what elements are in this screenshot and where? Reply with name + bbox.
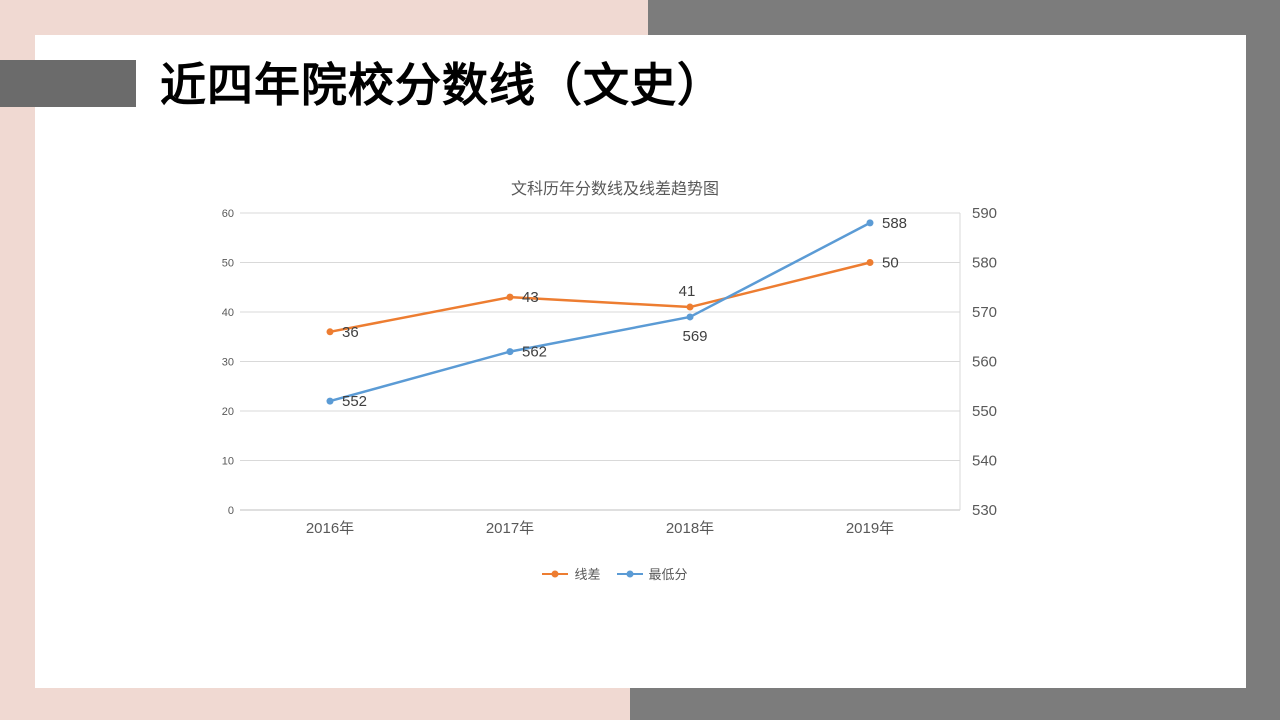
svg-text:20: 20 xyxy=(222,406,234,418)
svg-text:2018年: 2018年 xyxy=(666,520,714,537)
chart-legend: 线差 最低分 xyxy=(200,564,1030,583)
right-axis-labels: 530 540 550 560 570 580 590 xyxy=(972,205,997,519)
svg-text:580: 580 xyxy=(972,255,997,272)
data-point xyxy=(506,293,514,301)
svg-text:2016年: 2016年 xyxy=(306,520,354,537)
svg-text:570: 570 xyxy=(972,304,997,321)
chart-title: 文科历年分数线及线差趋势图 xyxy=(510,181,719,198)
data-label: 569 xyxy=(682,328,707,345)
legend-item-0: 线差 xyxy=(542,564,601,583)
data-label: 43 xyxy=(522,289,539,306)
svg-text:10: 10 xyxy=(222,456,234,468)
svg-text:560: 560 xyxy=(972,354,997,371)
svg-text:50: 50 xyxy=(222,258,234,270)
data-label: 562 xyxy=(522,344,547,361)
svg-text:530: 530 xyxy=(972,502,997,519)
slide: 近四年院校分数线（文史） 文科历年分数线及线差趋势图 0 10 20 30 40 50 60… xyxy=(35,35,1246,688)
svg-text:40: 40 xyxy=(222,307,234,319)
series-1: 552 562 569 588 xyxy=(326,215,907,410)
legend-item-1: 最低分 xyxy=(616,564,688,583)
legend-line-marker xyxy=(542,570,569,577)
data-point xyxy=(686,303,694,311)
svg-text:0: 0 xyxy=(228,505,234,517)
data-point xyxy=(866,259,874,266)
svg-text:590: 590 xyxy=(972,205,997,222)
data-label: 36 xyxy=(342,324,359,341)
svg-text:540: 540 xyxy=(972,453,997,470)
legend-dot-marker xyxy=(626,570,633,577)
legend-dot-marker xyxy=(551,570,559,577)
title-accent-bar xyxy=(0,60,136,107)
slide-title: 近四年院校分数线（文史） xyxy=(160,59,724,111)
data-point xyxy=(326,328,334,336)
data-point xyxy=(686,313,694,321)
data-label: 552 xyxy=(342,393,367,410)
background-gray-right-bar xyxy=(1246,0,1280,720)
legend-label: 最低分 xyxy=(648,567,688,582)
line-chart: 文科历年分数线及线差趋势图 0 10 20 30 40 50 60 530 540 550 560 5… xyxy=(200,175,1030,583)
x-axis-labels: 2016年 2017年 2018年 2019年 xyxy=(306,520,894,537)
data-point xyxy=(326,397,334,405)
data-point xyxy=(866,219,874,227)
background-gray-top-bar xyxy=(648,0,1280,36)
svg-text:60: 60 xyxy=(222,208,234,220)
svg-text:2017年: 2017年 xyxy=(486,520,534,537)
left-axis-labels: 0 10 20 30 40 50 60 xyxy=(222,208,234,517)
data-label: 41 xyxy=(679,283,696,300)
svg-text:2019年: 2019年 xyxy=(846,520,894,537)
gridlines xyxy=(240,212,961,511)
legend-line-marker xyxy=(616,570,643,577)
legend-label: 线差 xyxy=(574,567,601,582)
data-point xyxy=(506,348,514,356)
data-label: 588 xyxy=(882,215,907,232)
data-label: 50 xyxy=(882,255,899,272)
svg-text:30: 30 xyxy=(222,357,234,369)
background-gray-bottom-bar xyxy=(630,688,1280,720)
series-0: 36 43 41 50 xyxy=(326,255,899,341)
svg-text:550: 550 xyxy=(972,403,997,420)
